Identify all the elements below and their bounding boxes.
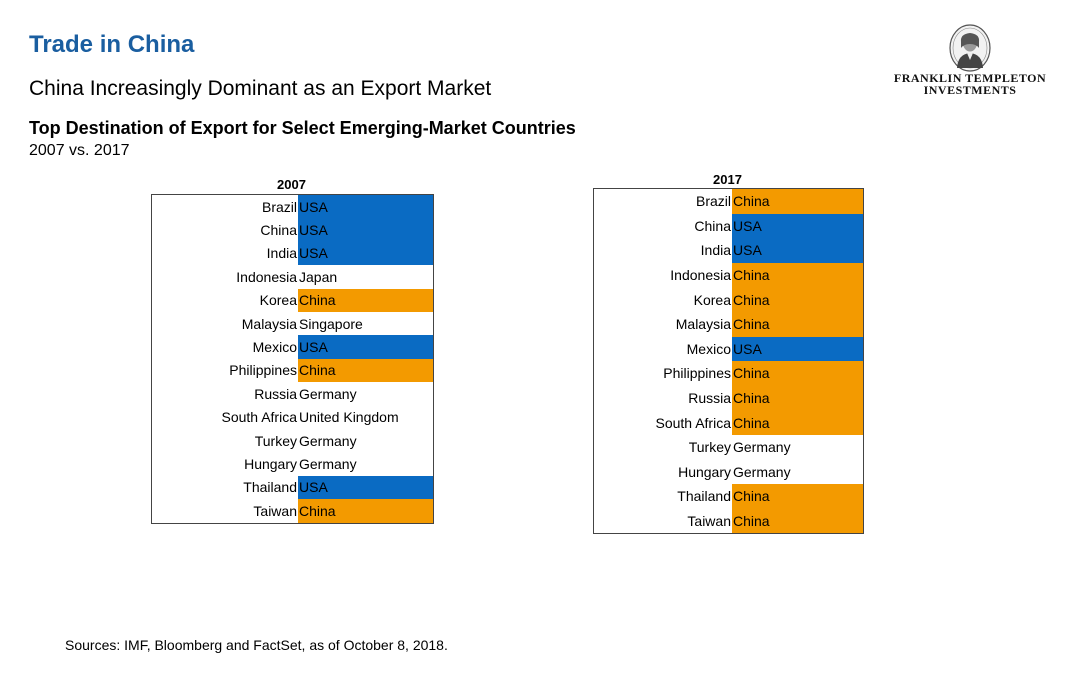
table-row: India USA [594,238,863,263]
destination-cell: USA [298,195,433,219]
country-cell: Indonesia [670,267,731,284]
country-cell: Philippines [663,365,731,382]
table-row: Malaysia Singapore [152,312,433,336]
destination-cell: Japan [298,265,433,289]
table-row: Thailand China [594,484,863,509]
destination-cell: China [732,361,863,386]
country-cell: Hungary [678,463,731,480]
country-cell: Korea [259,292,297,309]
country-cell: China [694,217,731,234]
destination-cell: USA [732,238,863,263]
country-cell: South Africa [655,414,732,431]
table-row: Taiwan China [594,508,863,534]
table-row: Hungary Germany [152,452,433,476]
table-row: Brazil China [594,189,863,214]
table-row: South Africa China [594,410,863,435]
logo-text-line2: INVESTMENTS [923,83,1017,97]
table-row: Taiwan China [152,499,433,523]
table-row: India USA [152,241,433,266]
table-row: Indonesia Japan [152,265,433,289]
table-row: Brazil USA [152,195,433,219]
table-row: China USA [594,213,863,239]
destination-cell: China [298,358,433,383]
country-cell: Malaysia [675,316,731,333]
destination-cell: China [732,484,863,509]
export-table-2017: Brazil China China USA India USA Indonesia Chin… [593,188,864,535]
table-row: Russia China [594,385,863,411]
country-cell: Taiwan [687,513,731,530]
destination-cell: Germany [298,452,433,476]
country-cell: Taiwan [253,502,297,519]
chart-subtitle: 2007 vs. 2017 [29,142,130,159]
country-cell: Brazil [261,198,297,215]
table-row: Indonesia China [594,262,863,288]
destination-cell: China [732,312,863,337]
country-cell: South Africa [221,409,298,426]
destination-cell: China [298,499,433,523]
destination-cell: China [732,410,863,435]
table-row: Turkey Germany [152,429,433,453]
table-row: Philippines China [152,358,433,383]
country-cell: China [260,222,297,239]
page-subtitle: China Increasingly Dominant as an Export… [29,77,492,100]
destination-cell: USA [732,213,863,239]
source-note: Sources: IMF, Bloomberg and FactSet, as … [65,637,448,653]
portrait-icon [949,24,991,72]
table-header-0: 2007 [277,177,306,192]
destination-cell: China [298,288,433,312]
table-row: China USA [152,218,433,242]
destination-cell: USA [298,335,433,359]
table-row: Malaysia China [594,312,863,337]
table-row: Mexico USA [594,336,863,362]
table-row: Mexico USA [152,335,433,359]
country-cell: Mexico [686,340,731,357]
country-cell: Turkey [688,439,731,456]
destination-cell: Singapore [298,312,433,336]
country-cell: Thailand [243,479,297,496]
chart-title: Top Destination of Export for Select Eme… [29,118,576,138]
destination-cell: Germany [298,382,433,406]
table-row: Russia Germany [152,382,433,406]
logo-text-line1: FRANKLIN TEMPLETON [893,71,1047,85]
franklin-templeton-logo: FRANKLIN TEMPLETON INVESTMENTS [890,24,1050,104]
table-row: Turkey Germany [594,435,863,460]
country-cell: Hungary [244,456,297,473]
table-row: Thailand USA [152,475,433,500]
destination-cell: United Kingdom [298,405,433,429]
destination-cell: China [732,508,863,534]
export-table-2007: Brazil USA China USA India USA Indonesia Japan K… [151,194,434,524]
destination-cell: USA [298,218,433,242]
country-cell: Brazil [695,193,731,210]
country-cell: Korea [693,291,731,308]
destination-cell: Germany [298,429,433,453]
destination-cell: China [732,385,863,411]
destination-cell: China [732,189,863,214]
destination-cell: China [732,262,863,288]
table-row: Korea China [594,287,863,312]
country-cell: Russia [254,385,297,402]
destination-cell: USA [298,241,433,266]
destination-cell: Germany [732,435,863,460]
page-title: Trade in China [29,31,195,58]
country-cell: Mexico [252,339,297,356]
table-row: Hungary Germany [594,459,863,485]
country-cell: Thailand [677,488,731,505]
table-row: South Africa United Kingdom [152,405,433,429]
table-row: Korea China [152,288,433,312]
table-row: Philippines China [594,361,863,386]
country-cell: Malaysia [241,315,297,332]
destination-cell: USA [298,475,433,500]
destination-cell: Germany [732,459,863,485]
country-cell: Russia [688,390,731,407]
country-cell: Indonesia [236,268,297,285]
destination-cell: USA [732,336,863,362]
country-cell: India [700,242,731,259]
country-cell: Philippines [229,362,297,379]
destination-cell: China [732,287,863,312]
table-header-1: 2017 [713,172,742,187]
country-cell: Turkey [254,432,297,449]
country-cell: India [266,245,297,262]
